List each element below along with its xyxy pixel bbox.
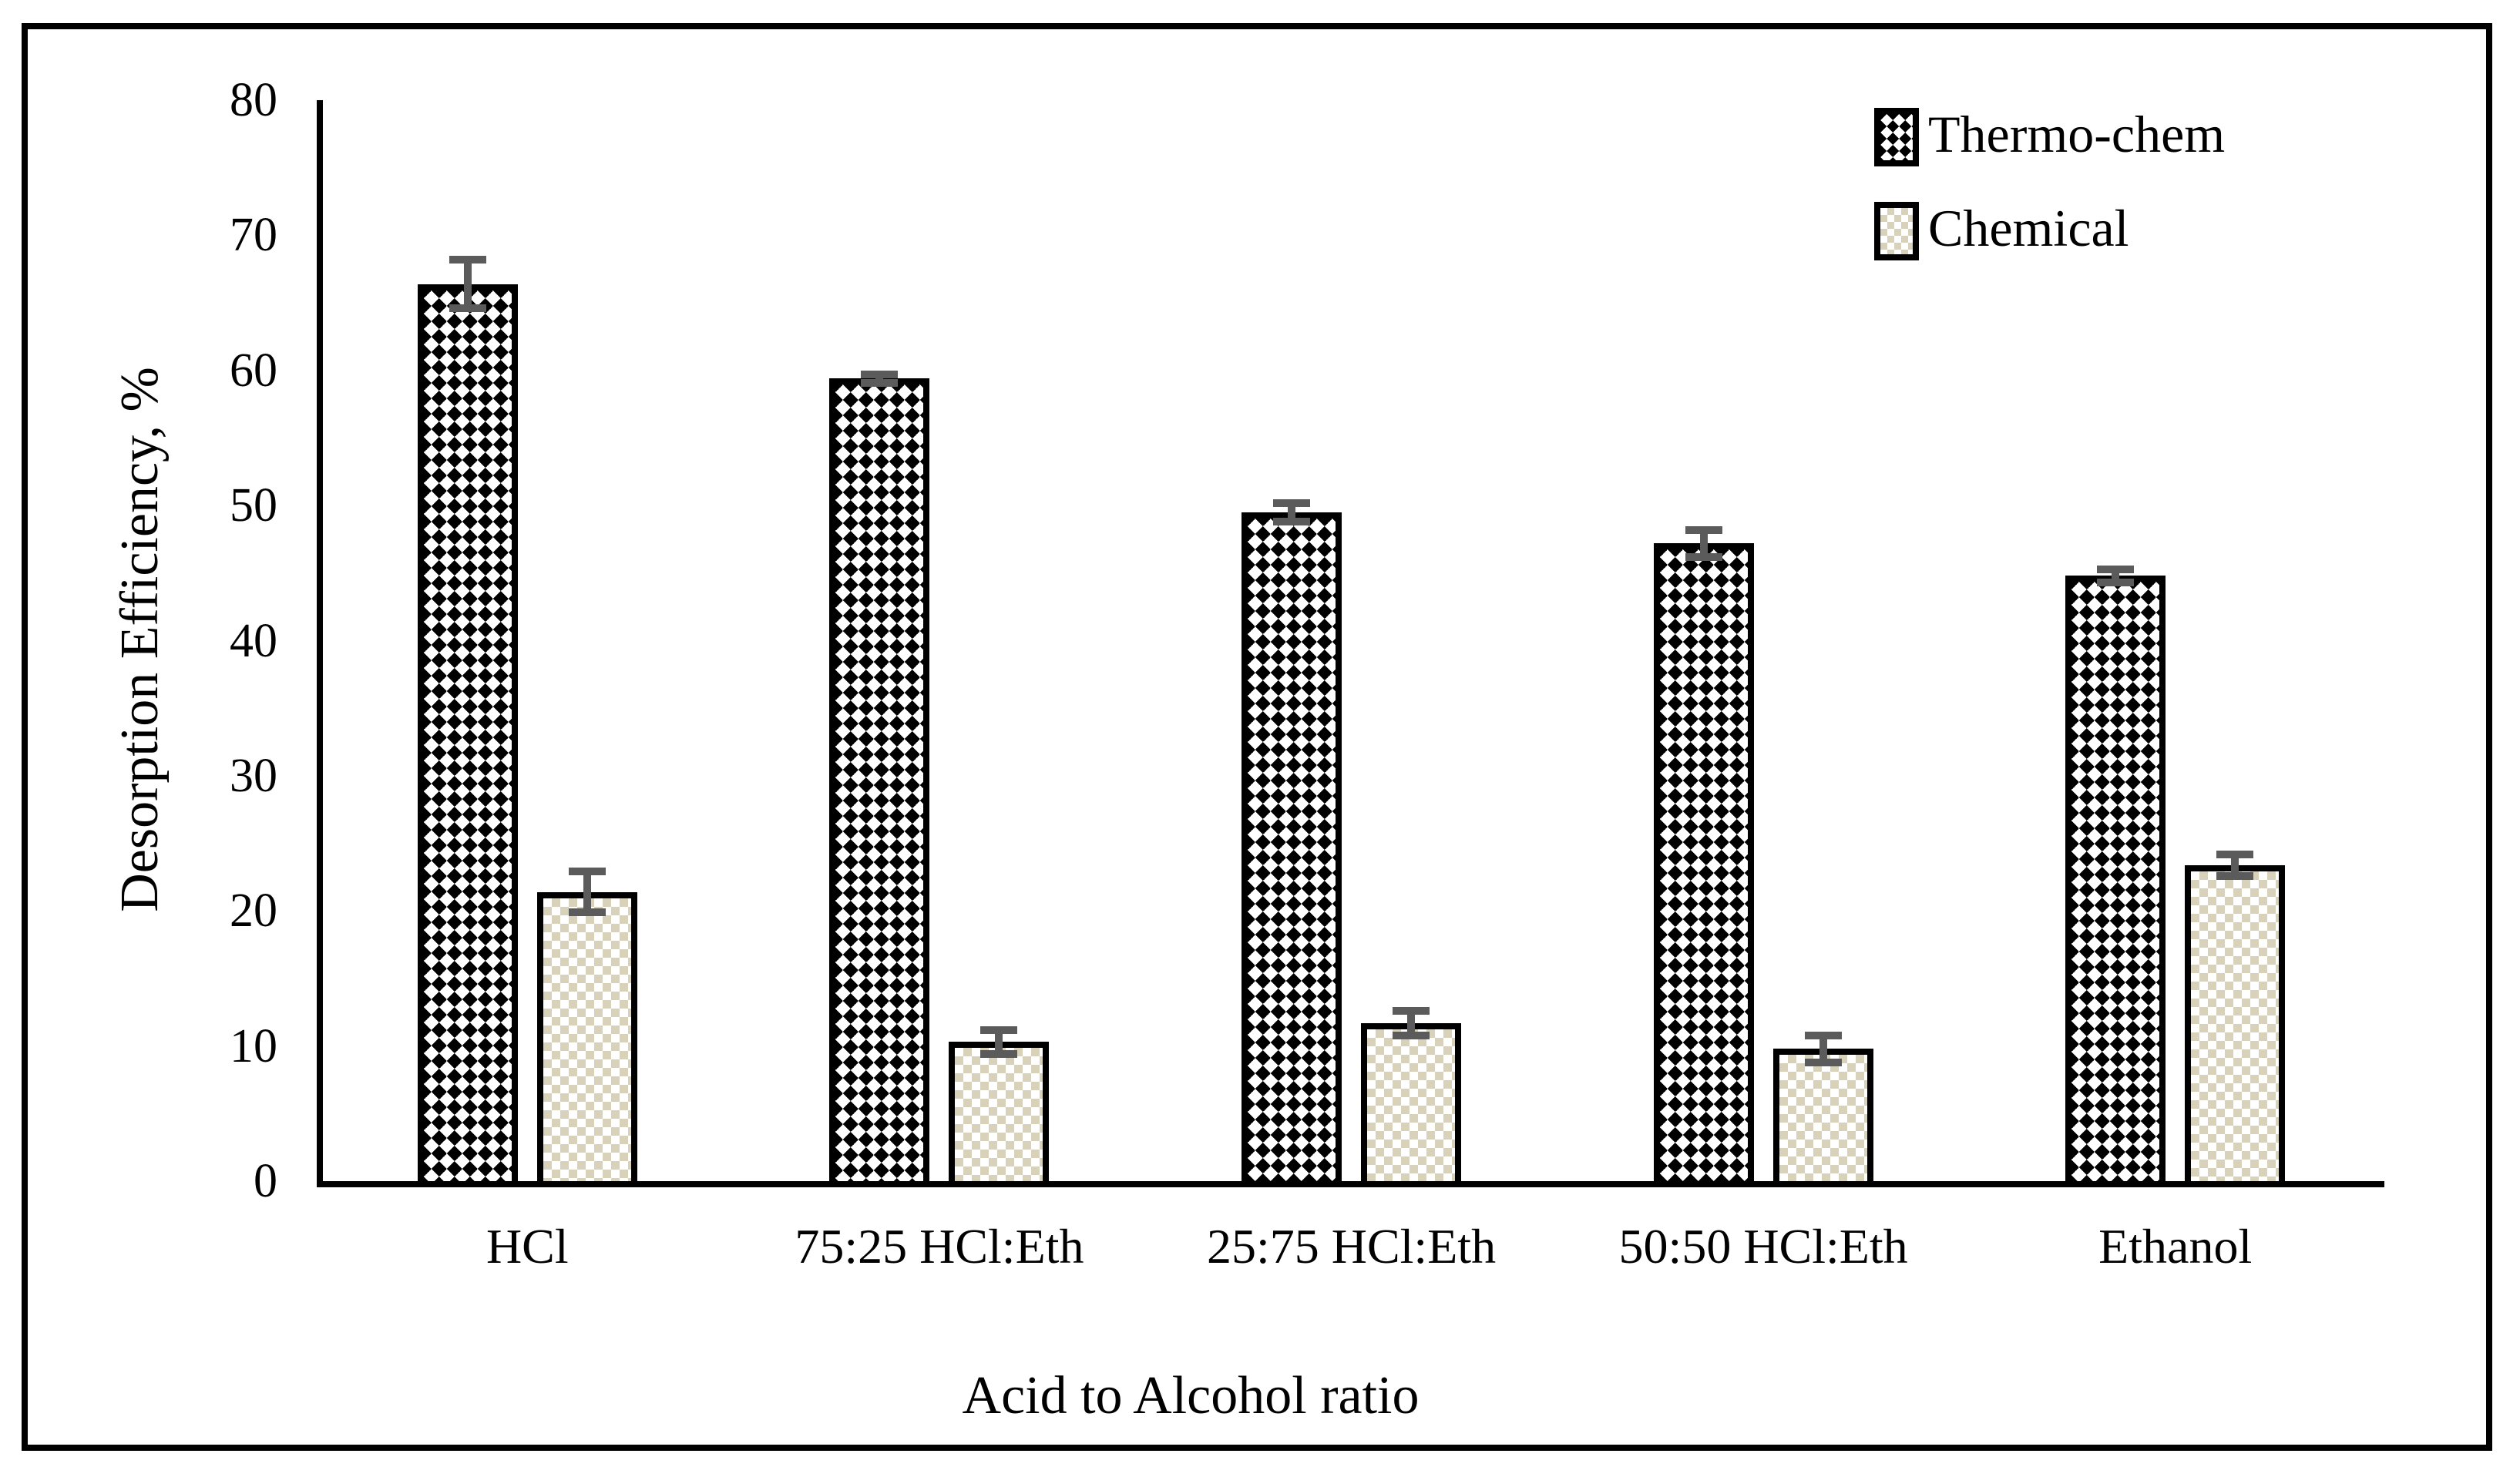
error-bar-stem	[875, 374, 884, 383]
y-tick-label-30: 30	[230, 749, 277, 802]
x-axis-title: Acid to Alcohol ratio	[962, 1366, 1420, 1425]
error-bar-cap-top	[1393, 1007, 1430, 1015]
bar-chemical-50-50-hcl-eth	[1772, 1049, 1873, 1187]
error-bar-stem	[463, 259, 472, 309]
error-bar-cap-bottom	[2216, 871, 2254, 880]
error-bar-cap-bottom	[1393, 1031, 1430, 1039]
error-bar-cap-bottom	[568, 908, 606, 916]
bar-chemical-75-25-hcl-eth	[949, 1042, 1050, 1187]
legend-label-thermo-chem: Thermo-chem	[1928, 105, 2226, 163]
error-bar-cap-top	[1273, 498, 1310, 507]
y-tick-label-50: 50	[230, 479, 277, 532]
legend-swatch-thermo-chem-icon	[1874, 108, 1919, 166]
legend-label-chemical: Chemical	[1928, 199, 2129, 257]
y-tick-label-60: 60	[230, 344, 277, 397]
error-bar-cap-bottom	[1804, 1058, 1842, 1066]
bar-thermo-chem-hcl	[417, 284, 518, 1187]
y-tick-label-80: 80	[230, 74, 277, 126]
error-bar-cap-bottom	[861, 378, 899, 387]
error-bar-cap-top	[568, 868, 606, 876]
y-tick-label-20: 20	[230, 885, 277, 938]
x-category-label-25-75-hcl-eth: 25:75 HCl:Eth	[1206, 1219, 1497, 1274]
error-bar-stem	[1819, 1035, 1827, 1062]
error-bar-stem	[583, 871, 591, 912]
error-bar-cap-top	[1685, 525, 1722, 534]
x-category-label-75-25-hcl-eth: 75:25 HCl:Eth	[795, 1219, 1084, 1274]
error-bar-cap-bottom	[1685, 552, 1722, 561]
x-category-label-50-50-hcl-eth: 50:50 HCl:Eth	[1618, 1219, 1908, 1274]
error-bar-cap-top	[980, 1026, 1018, 1034]
error-bar-cap-bottom	[1273, 518, 1310, 526]
error-bar-cap-top	[861, 371, 899, 378]
bar-thermo-chem-50-50-hcl-eth	[1653, 543, 1754, 1187]
error-bar-stem	[1407, 1011, 1415, 1036]
error-bar-stem	[2112, 569, 2120, 583]
bar-chemical-hcl	[536, 891, 637, 1187]
error-bar-cap-bottom	[449, 304, 486, 313]
y-axis-line	[317, 100, 323, 1187]
error-bar-cap-top	[449, 255, 486, 264]
error-bar-stem	[995, 1029, 1003, 1055]
bar-chemical-25-75-hcl-eth	[1361, 1022, 1461, 1187]
error-bar-stem	[2231, 854, 2239, 876]
error-bar-cap-top	[2216, 850, 2254, 858]
y-tick-label-10: 10	[230, 1019, 277, 1073]
x-axis-line	[317, 1181, 2384, 1187]
y-tick-label-40: 40	[230, 614, 277, 667]
error-bar-stem	[1699, 529, 1708, 557]
y-tick-label-0: 0	[254, 1155, 277, 1207]
legend-swatch-chemical-icon	[1874, 202, 1919, 260]
error-bar-cap-bottom	[2097, 579, 2135, 587]
error-bar-cap-top	[2097, 565, 2135, 573]
y-tick-label-70: 70	[230, 209, 277, 262]
bar-chemical-ethanol	[2185, 864, 2286, 1187]
x-category-label-ethanol: Ethanol	[2098, 1219, 2253, 1274]
bar-thermo-chem-75-25-hcl-eth	[829, 378, 930, 1187]
bar-thermo-chem-ethanol	[2065, 576, 2166, 1187]
error-bar-cap-bottom	[980, 1050, 1018, 1059]
error-bar-stem	[1288, 502, 1295, 522]
x-category-label-hcl: HCl	[486, 1219, 569, 1274]
error-bar-cap-top	[1804, 1031, 1842, 1039]
bar-thermo-chem-25-75-hcl-eth	[1242, 512, 1342, 1187]
